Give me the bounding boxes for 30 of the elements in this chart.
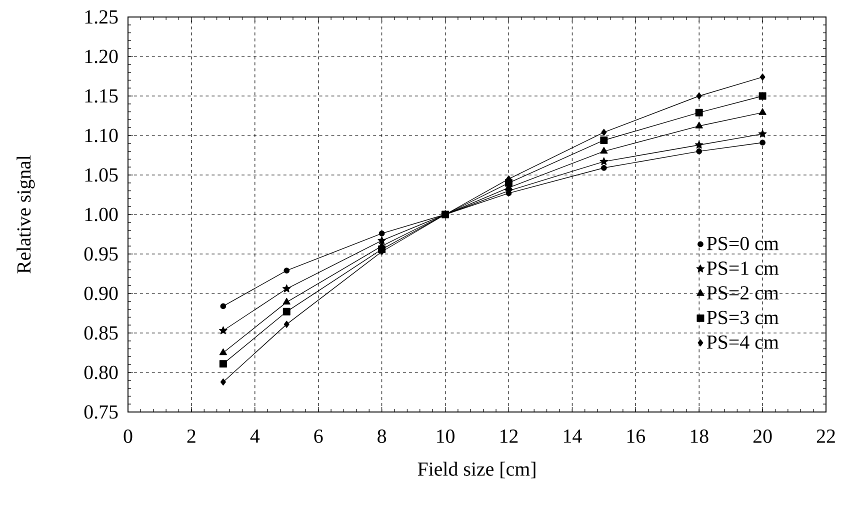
y-tick-label: 0.85 [84,326,118,340]
y-tick-label: 1.05 [85,168,118,182]
y-tick-label: 1.25 [85,10,118,24]
y-tick-label: 1.20 [85,50,118,64]
x-tick-label: 10 [437,430,454,443]
x-tick-label: 20 [753,430,772,443]
x-tick-label: 4 [250,430,260,443]
x-tick-label: 16 [627,430,646,443]
x-tick-label: 0 [124,430,132,443]
x-tick-label: 12 [500,430,518,443]
y-tick-label: 1.15 [85,89,118,103]
y-axis-title: Relative signal [16,155,35,274]
x-tick-label: 18 [690,430,708,443]
legend-label: PS=1 cm [706,262,779,275]
legend-label: PS=4 cm [706,335,779,349]
legend-label: PS=2 cm [706,286,779,300]
x-tick-label: 8 [378,430,386,443]
x-tick-label: 6 [314,430,323,443]
x-tick-label: 2 [187,430,196,443]
y-tick-label: 1.10 [85,128,118,142]
x-axis-title: Field size [cm] [418,462,536,478]
x-tick-label: 14 [564,430,582,443]
legend-label: PS=3 cm [706,310,779,324]
y-tick-label: 1.00 [85,208,118,222]
y-tick-label: 0.90 [84,286,118,300]
y-tick-label: 0.75 [84,405,118,419]
y-tick-label: 0.80 [84,366,118,380]
x-tick-label: 22 [816,430,835,443]
legend-label: PS=0 cm [706,236,779,250]
y-tick-label: 0.95 [84,247,118,261]
